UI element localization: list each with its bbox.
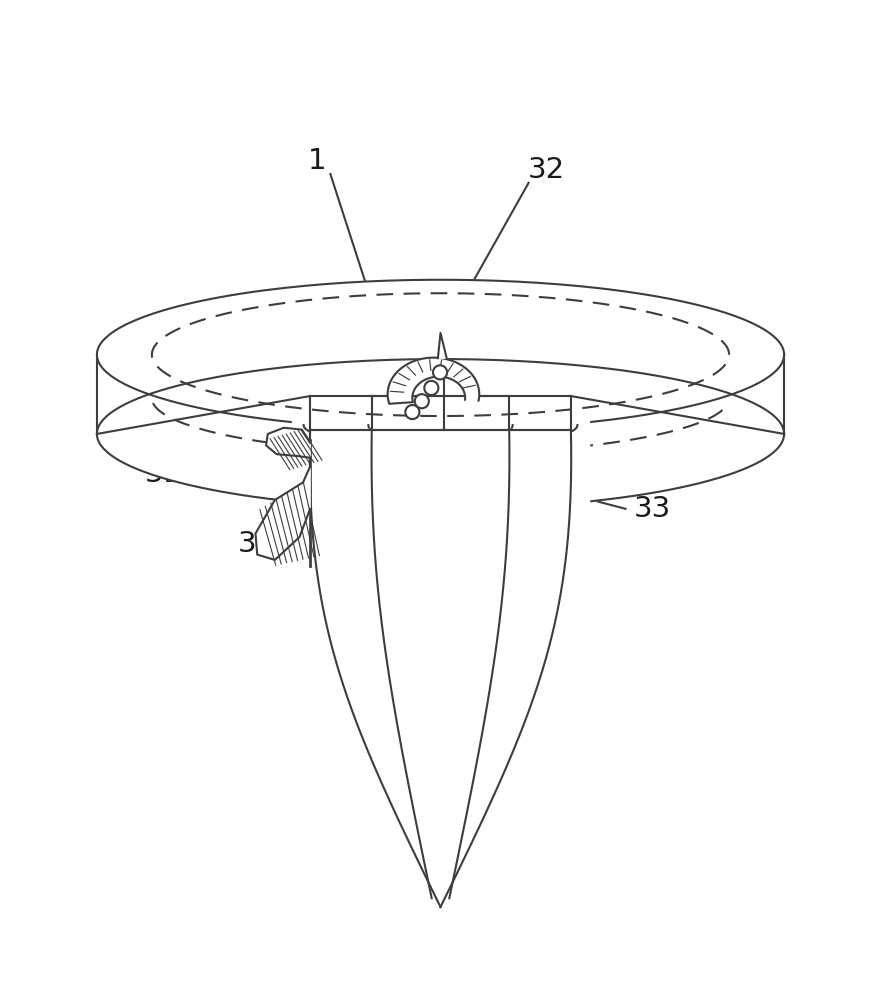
Text: 3: 3 <box>237 530 256 558</box>
Text: 2: 2 <box>661 416 678 444</box>
Circle shape <box>433 365 447 379</box>
Polygon shape <box>97 355 784 509</box>
Text: 1: 1 <box>307 147 327 175</box>
Polygon shape <box>292 421 589 907</box>
Circle shape <box>405 405 419 419</box>
Text: 31: 31 <box>144 460 181 488</box>
Polygon shape <box>97 359 784 509</box>
Circle shape <box>425 381 439 395</box>
Polygon shape <box>388 358 479 404</box>
Polygon shape <box>438 333 447 358</box>
Polygon shape <box>255 467 310 560</box>
Circle shape <box>415 394 429 408</box>
Text: 33: 33 <box>633 495 670 523</box>
Polygon shape <box>266 428 310 458</box>
Text: 32: 32 <box>528 156 565 184</box>
Polygon shape <box>97 280 784 430</box>
Polygon shape <box>310 430 571 907</box>
